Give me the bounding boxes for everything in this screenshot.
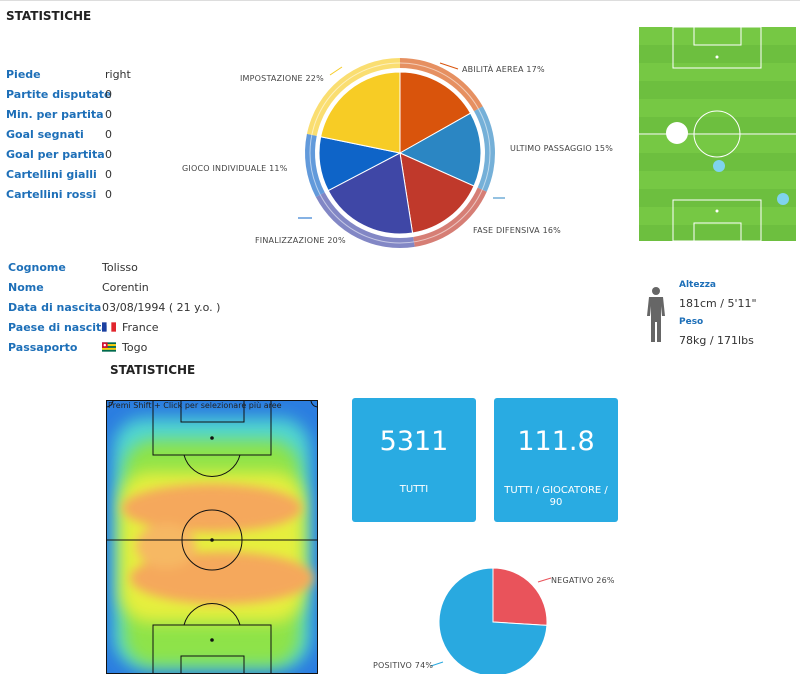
- stat-label: Piede: [6, 68, 41, 81]
- stat-value: 0: [105, 128, 112, 141]
- country-name: France: [122, 321, 159, 334]
- pie-label-individual: GIOCO INDIVIDUALE 11%: [182, 164, 288, 173]
- pie-label-connector: [329, 66, 343, 76]
- stat-label: Cartellini gialli: [6, 168, 97, 181]
- stat-card-label: TUTTI / GIOCATORE / 90: [504, 485, 608, 508]
- pie-label-build-up: IMPOSTAZIONE 22%: [240, 74, 324, 83]
- pie-label-negative: NEGATIVO 26%: [551, 576, 615, 585]
- pie-label-last-pass: ULTIMO PASSAGGIO 15%: [510, 144, 613, 153]
- top-divider: [0, 0, 800, 1]
- bio-label: Passaporto: [8, 341, 78, 354]
- stat-row-goals-per-match: Goal per partita 0: [6, 148, 136, 168]
- bio-value: 03/08/1994 ( 21 y.o. ): [102, 301, 221, 314]
- bio-label: Data di nascita: [8, 301, 102, 314]
- heatmap-pitch[interactable]: [106, 400, 318, 674]
- stat-row-yellow-cards: Cartellini gialli 0: [6, 168, 136, 188]
- bio-label: Nome: [8, 281, 44, 294]
- skills-pie-chart: [298, 58, 505, 248]
- togo-flag-icon: [102, 342, 116, 352]
- stat-label: Min. per partita: [6, 108, 104, 121]
- person-silhouette-icon: [647, 287, 665, 342]
- bio-label: Paese di nascita: [8, 321, 109, 334]
- height-value: 181cm / 5'11": [679, 297, 757, 310]
- bio-row-name: Nome Corentin: [8, 281, 268, 301]
- pie-label-finishing: FINALIZZAZIONE 20%: [255, 236, 346, 245]
- stat-card-value: 5311: [379, 426, 449, 457]
- player-position-marker: [666, 122, 688, 144]
- bio-row-birthdate: Data di nascita 03/08/1994 ( 21 y.o. ): [8, 301, 268, 321]
- bio-row-passport: Passaporto Togo: [8, 341, 268, 361]
- stat-row-minutes: Min. per partita 0: [6, 108, 136, 128]
- pie-slice-2[interactable]: [399, 152, 475, 234]
- outcome-pie-chart: [430, 567, 552, 674]
- pie-ring-segment: [306, 58, 400, 136]
- stat-value: 0: [105, 108, 112, 121]
- stat-card-total[interactable]: 5311 TUTTI: [352, 398, 476, 522]
- pie-ring-segment: [413, 187, 487, 247]
- heatmap-hint-text: Premi Shift + Click per selezionare più …: [108, 401, 282, 410]
- stat-label: Goal segnati: [6, 128, 84, 141]
- stat-value: 0: [105, 148, 112, 161]
- bio-row-surname: Cognome Tolisso: [8, 261, 268, 281]
- secondary-position-marker: [777, 193, 789, 205]
- height-label: Altezza: [679, 280, 717, 290]
- stat-value: 0: [105, 88, 112, 101]
- stat-card-per-90[interactable]: 111.8 TUTTI / GIOCATORE / 90: [494, 398, 618, 522]
- pie-label-connector: [430, 661, 444, 667]
- stat-label: Partite disputate: [6, 88, 112, 101]
- bio-row-birth-country: Paese di nascita France: [8, 321, 268, 341]
- pie-label-defense: FASE DIFENSIVA 16%: [473, 226, 561, 235]
- pie-ring-segment: [474, 106, 496, 192]
- position-pitch: [639, 27, 796, 241]
- stat-row-red-cards: Cartellini rossi 0: [6, 188, 136, 208]
- stat-value: 0: [105, 188, 112, 201]
- bio-value: Tolisso: [102, 261, 138, 274]
- pitch-lines: [639, 27, 796, 241]
- bio-value: Corentin: [102, 281, 149, 294]
- pie-slice-0[interactable]: [492, 567, 548, 626]
- heatmap-layer-orange: [122, 484, 314, 604]
- pie-label-aerial: ABILITÀ AEREA 17%: [462, 65, 545, 74]
- stat-label: Goal per partita: [6, 148, 105, 161]
- stat-value: right: [105, 68, 131, 81]
- france-flag-icon: [102, 322, 116, 332]
- weight-label: Peso: [679, 317, 704, 327]
- page-title: STATISTICHE: [6, 9, 92, 23]
- pie-slice-3[interactable]: [327, 152, 414, 235]
- stat-card-value: 111.8: [517, 426, 595, 457]
- pie-slice-5[interactable]: [320, 71, 401, 154]
- bio-value: France: [102, 321, 159, 334]
- pie-slice-0[interactable]: [399, 71, 472, 154]
- pie-label-positive: POSITIVO 74%: [373, 661, 434, 670]
- heatmap-section-title: STATISTICHE: [110, 363, 196, 377]
- stat-row-foot: Piede right: [6, 68, 136, 88]
- stat-card-label: TUTTI: [399, 484, 429, 495]
- pie-slice-1[interactable]: [398, 112, 482, 187]
- weight-value: 78kg / 171lbs: [679, 334, 754, 347]
- stat-row-goals: Goal segnati 0: [6, 128, 136, 148]
- bio-label: Cognome: [8, 261, 66, 274]
- pie-label-connector: [537, 577, 552, 583]
- stat-label: Cartellini rossi: [6, 188, 97, 201]
- secondary-position-marker: [713, 160, 725, 172]
- country-name: Togo: [122, 341, 148, 354]
- stat-row-matches: Partite disputate 0: [6, 88, 136, 108]
- stat-value: 0: [105, 168, 112, 181]
- pie-label-connector: [439, 62, 459, 70]
- pie-slice-1[interactable]: [438, 567, 548, 674]
- bio-value: Togo: [102, 341, 147, 354]
